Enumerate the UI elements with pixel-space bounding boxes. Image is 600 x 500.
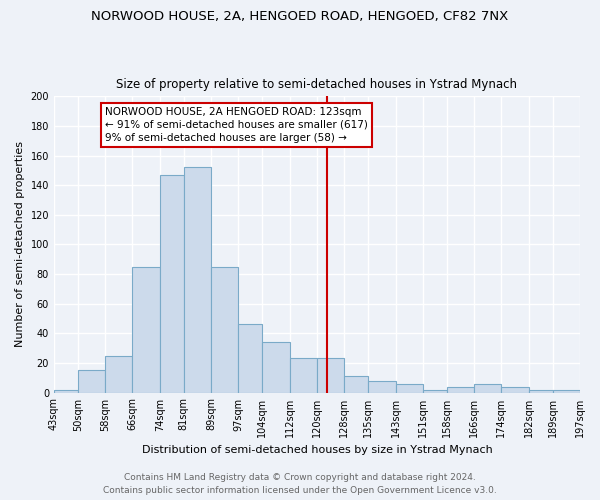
Title: Size of property relative to semi-detached houses in Ystrad Mynach: Size of property relative to semi-detach… <box>116 78 517 91</box>
Bar <box>395 384 423 392</box>
Text: Contains HM Land Registry data © Crown copyright and database right 2024.
Contai: Contains HM Land Registry data © Crown c… <box>103 474 497 495</box>
Bar <box>133 266 160 392</box>
Bar <box>368 380 395 392</box>
Bar <box>344 376 368 392</box>
Bar <box>262 342 290 392</box>
Bar <box>54 390 78 392</box>
Bar <box>502 386 529 392</box>
X-axis label: Distribution of semi-detached houses by size in Ystrad Mynach: Distribution of semi-detached houses by … <box>142 445 493 455</box>
Bar <box>211 266 238 392</box>
Bar <box>78 370 105 392</box>
Bar <box>447 386 474 392</box>
Bar <box>553 390 580 392</box>
Bar <box>423 390 447 392</box>
Bar <box>105 356 133 393</box>
Bar <box>529 390 553 392</box>
Bar <box>290 358 317 392</box>
Text: NORWOOD HOUSE, 2A, HENGOED ROAD, HENGOED, CF82 7NX: NORWOOD HOUSE, 2A, HENGOED ROAD, HENGOED… <box>91 10 509 23</box>
Bar <box>184 168 211 392</box>
Y-axis label: Number of semi-detached properties: Number of semi-detached properties <box>15 142 25 348</box>
Text: NORWOOD HOUSE, 2A HENGOED ROAD: 123sqm
← 91% of semi-detached houses are smaller: NORWOOD HOUSE, 2A HENGOED ROAD: 123sqm ←… <box>105 106 368 143</box>
Bar <box>160 175 184 392</box>
Bar <box>474 384 502 392</box>
Bar <box>317 358 344 392</box>
Bar <box>238 324 262 392</box>
